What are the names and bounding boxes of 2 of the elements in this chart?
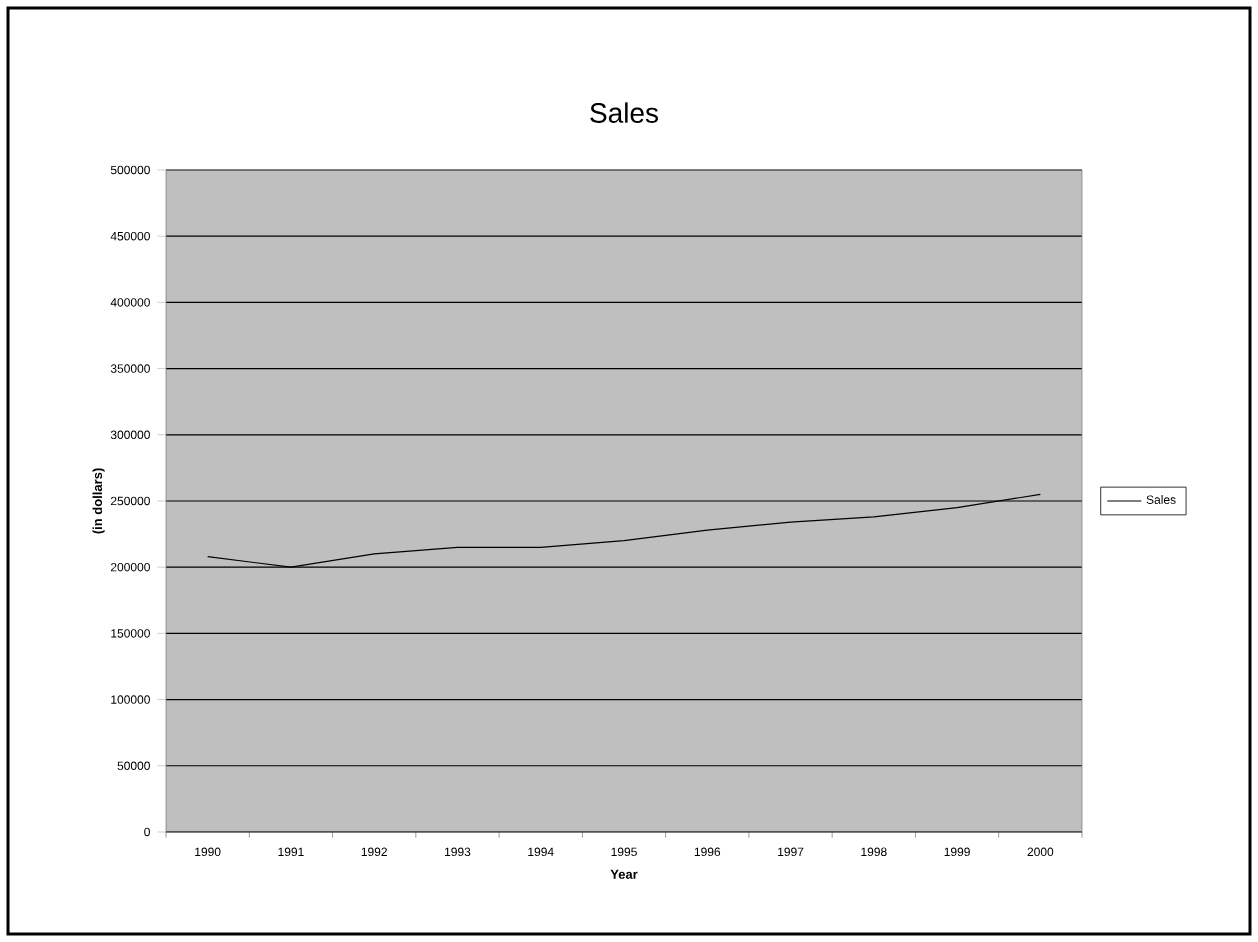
line-series [207,493,1041,568]
chart-title: Sales [590,102,658,123]
